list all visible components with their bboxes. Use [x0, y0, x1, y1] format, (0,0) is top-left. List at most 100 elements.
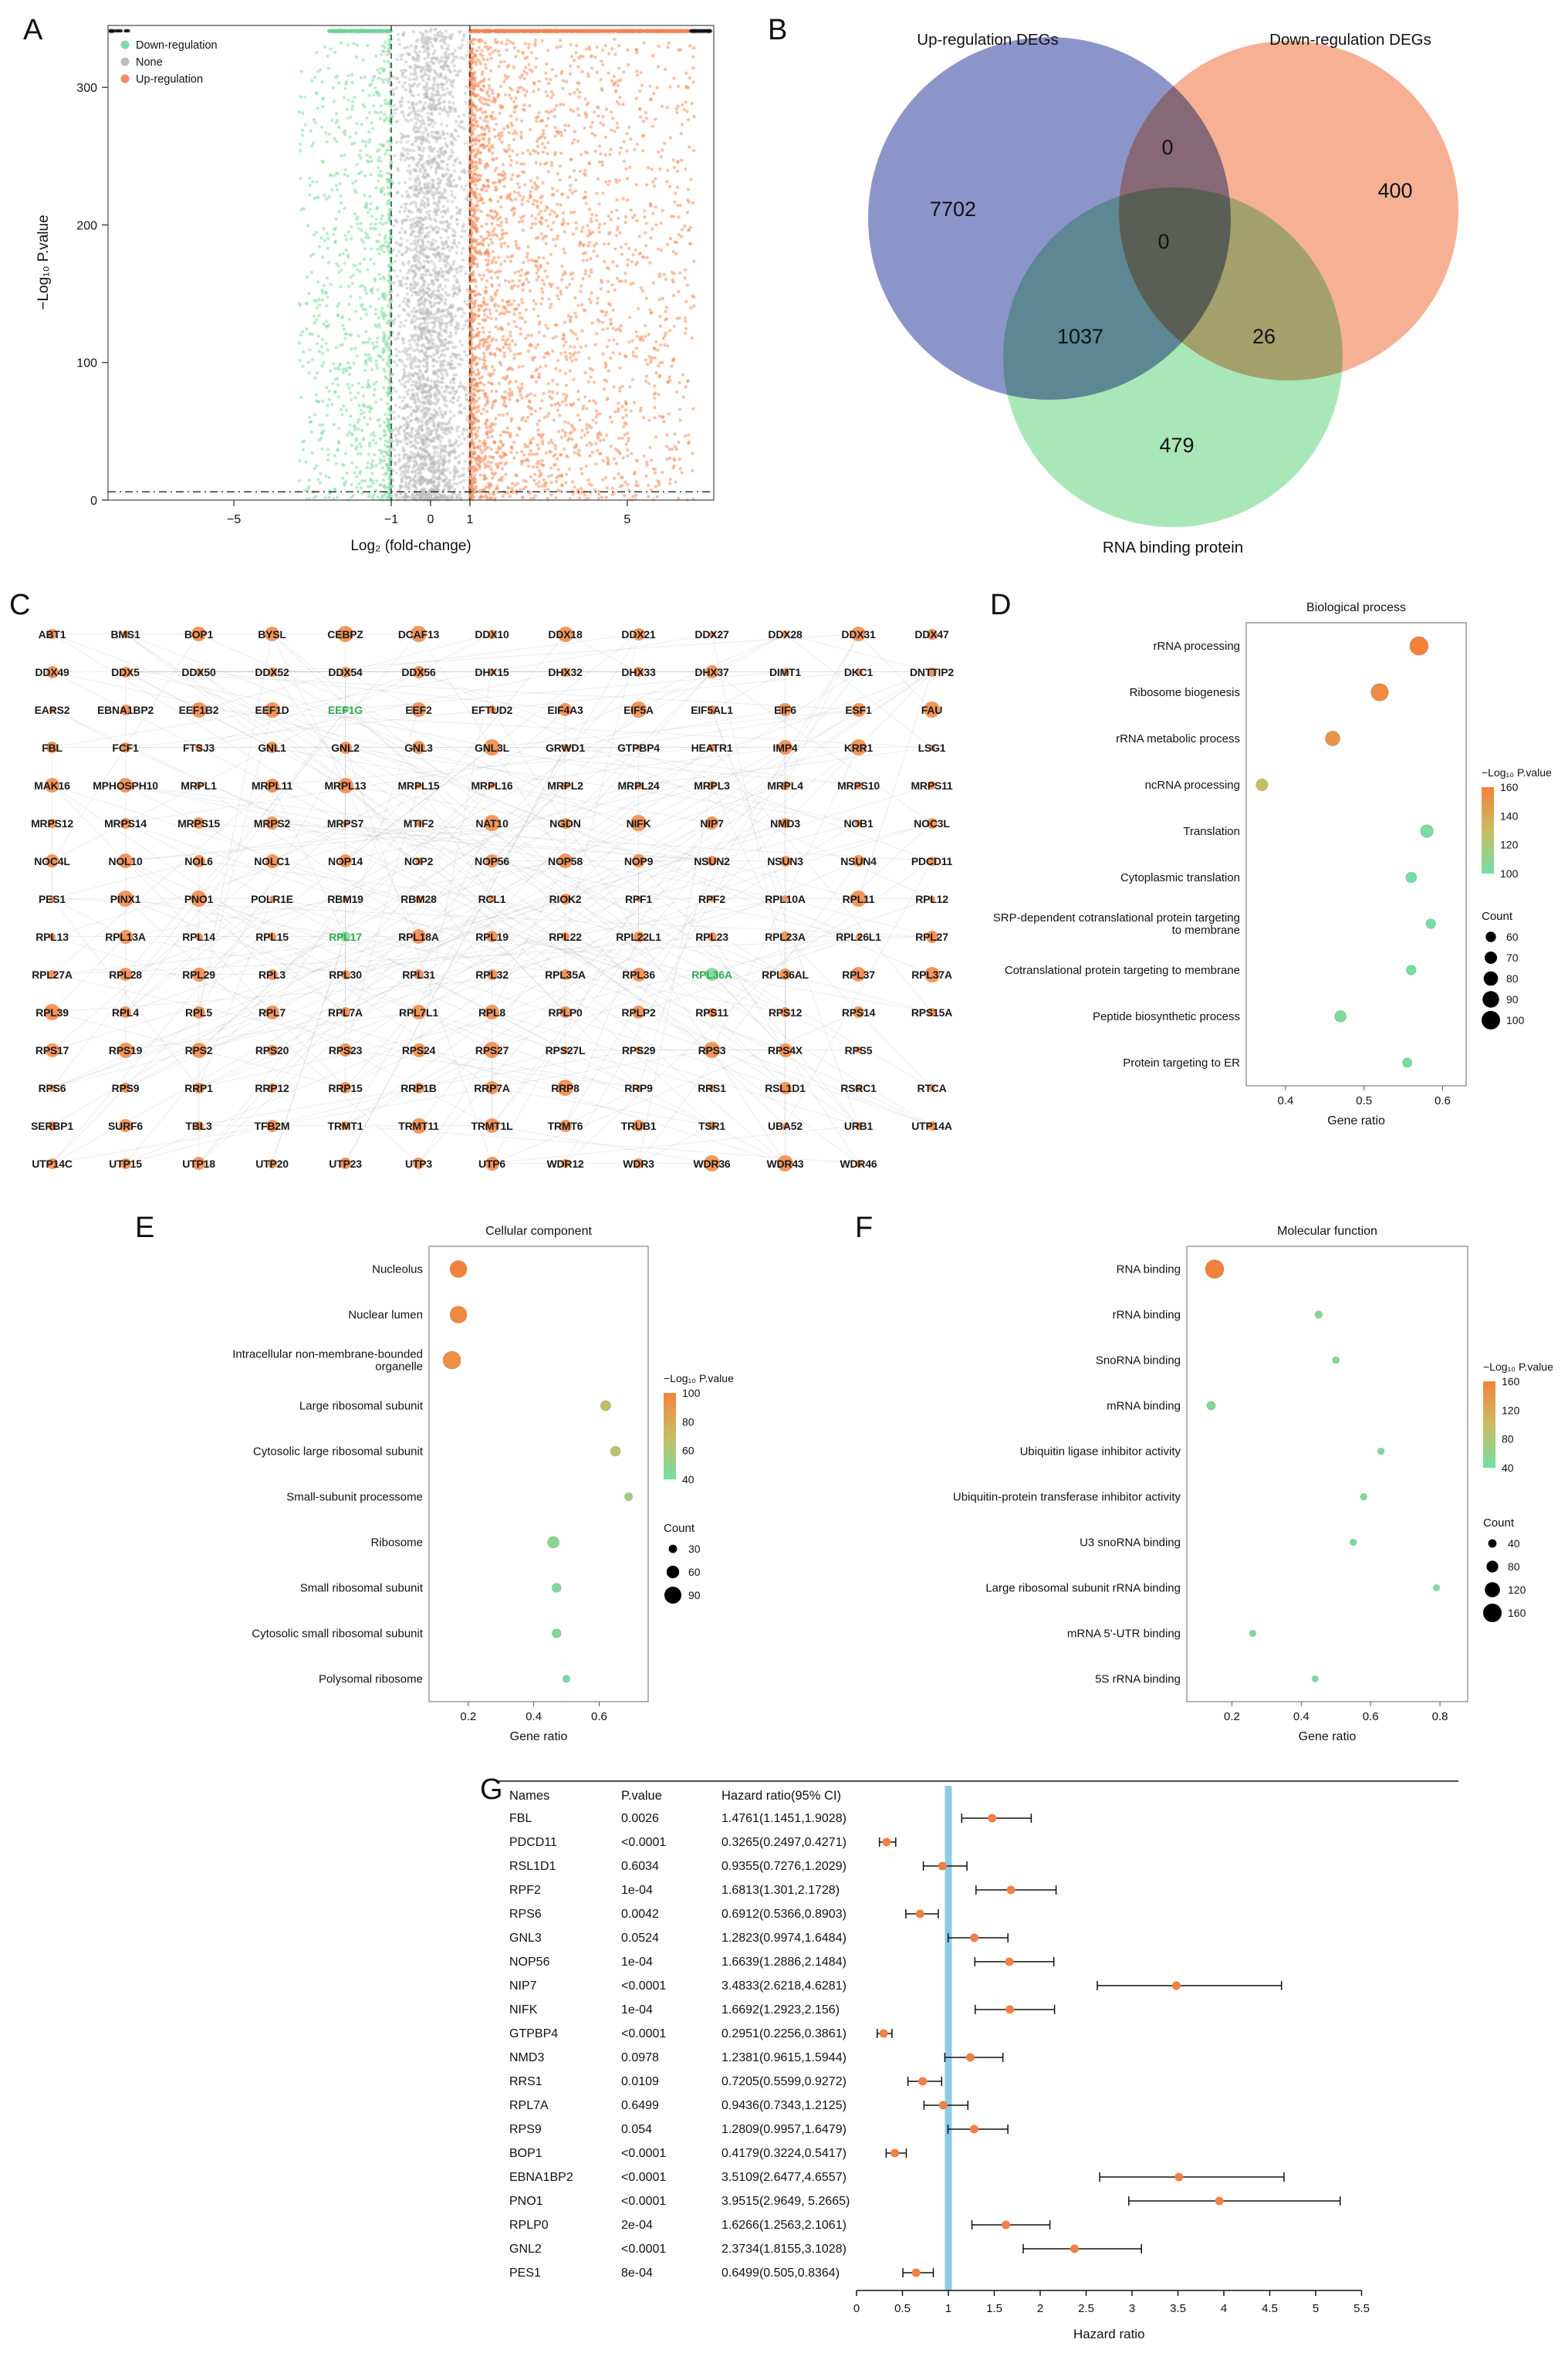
panel-c-gene-network: C ABT1 BMS1 BOP1 BYSL CEBPZ DCAF13 DDX10 DDX18 D…	[8, 580, 976, 1190]
gene-node: NIFK	[602, 804, 675, 842]
gene-name-label: MRPS12	[31, 816, 73, 830]
gene-node: RTCA	[895, 1069, 968, 1107]
gene-name-label: RPL31	[402, 968, 435, 981]
gene-name-label: RPL23A	[765, 930, 806, 943]
gene-node-circle	[266, 969, 278, 980]
network-edge	[125, 1012, 419, 1050]
hazard-ratio-dot	[1215, 2196, 1224, 2206]
network-edge	[711, 634, 786, 975]
forest-row-ci: 1.6692(1.2923,2.156)	[721, 2003, 840, 2016]
forest-row-ci: 3.9515(2.9649, 5.2665)	[721, 2195, 850, 2208]
gene-node: RPF1	[602, 880, 675, 918]
legend-count-label: 70	[1506, 952, 1519, 964]
network-edge	[52, 1050, 712, 1164]
gene-name-label: RPS20	[255, 1043, 289, 1056]
gene-name-label: RPL8	[478, 1006, 505, 1019]
network-edge	[492, 747, 786, 786]
gene-node-circle	[120, 742, 130, 752]
gene-node: DHX15	[455, 653, 529, 691]
network-edge	[125, 785, 346, 899]
gene-node: MAK16	[15, 766, 89, 804]
forest-row-name: NMD3	[509, 2051, 544, 2064]
gene-name-label: RPL37A	[911, 968, 952, 981]
gene-node: RPS27	[455, 1031, 529, 1069]
network-edge	[345, 709, 859, 1050]
enrichment-dot	[1349, 1538, 1357, 1547]
gene-node-circle	[559, 1006, 571, 1018]
gene-node-circle	[485, 1118, 499, 1133]
gene-node-circle	[704, 1155, 720, 1171]
network-edge	[198, 634, 786, 899]
network-edge	[52, 634, 712, 748]
gene-name-label: SERBP1	[31, 1119, 73, 1132]
category-label: Ribosome	[370, 1536, 423, 1550]
gene-name-label: EFTUD2	[471, 703, 513, 716]
network-edge	[52, 823, 419, 937]
hazard-ratio-dot	[1174, 2172, 1184, 2182]
network-edge	[711, 709, 859, 1126]
gene-name-label: DDX54	[328, 665, 363, 678]
legend-gradient-tick: 160	[1500, 781, 1519, 793]
gene-node-circle	[705, 665, 718, 678]
gene-name-label: UTP23	[329, 1157, 362, 1170]
panel-e-cellular-component-dotplot: E Cellular component 0.2 0.4 0.6 Gene ratio N…	[123, 1204, 779, 1763]
forest-row-pvalue: 0.0109	[621, 2075, 659, 2088]
gene-node-circle	[854, 668, 863, 676]
gene-node-circle	[485, 1005, 499, 1019]
legend-swatch	[120, 74, 130, 83]
category-label: Small ribosomal subunit	[300, 1582, 424, 1595]
category-label: Peptide biosynthetic process	[1093, 1010, 1240, 1023]
gene-node: MRPL4	[749, 766, 822, 804]
network-edge	[345, 747, 859, 1126]
gene-node: NAT10	[455, 804, 529, 842]
svg-tspan: Cytosolic small ribosomal subunit	[252, 1628, 424, 1641]
forest-row-ci: 1.6813(1.301,2.1728)	[721, 1884, 840, 1897]
network-edge	[125, 1050, 566, 1164]
network-edge	[125, 823, 346, 1012]
gene-name-label: MPHOSPH10	[93, 779, 158, 792]
gene-node-circle	[120, 704, 131, 715]
gene-node: RPL8	[455, 993, 529, 1031]
network-edge	[565, 634, 859, 1126]
gene-node-circle	[928, 781, 936, 789]
legend-gradient-title: −Log₁₀ P.value	[1482, 766, 1552, 779]
enrichment-dot	[1433, 1584, 1441, 1592]
forest-row-name: RPLP0	[509, 2219, 549, 2232]
gene-node-circle	[342, 820, 349, 827]
gene-node: ESF1	[822, 691, 895, 729]
gene-node-circle	[562, 1046, 569, 1053]
gene-node-circle	[120, 817, 131, 829]
gene-node: RBM28	[382, 880, 455, 918]
forest-row-ci: 3.4833(2.6218,4.6281)	[721, 1979, 847, 1993]
gene-node-circle	[559, 817, 571, 829]
svg-tspan: Intracellular non-membrane-bounded	[232, 1348, 423, 1361]
gene-name-label: NOP58	[548, 854, 583, 867]
enrichment-dot	[1406, 965, 1417, 975]
forest-row-ci: 0.2951(0.2256,0.3861)	[721, 2027, 847, 2040]
svg-tspan: mRNA 5'-UTR binding	[1067, 1628, 1181, 1641]
gene-node: TSR1	[675, 1107, 749, 1144]
panel-c-label: C	[9, 589, 31, 621]
hazard-ratio-dot	[1005, 1957, 1014, 1966]
network-edge	[785, 634, 932, 672]
svg-tspan: RNA binding	[1117, 1263, 1181, 1276]
legend-count-swatch	[1483, 1604, 1502, 1622]
gene-node-circle	[45, 1043, 59, 1057]
gene-node: MTIF2	[382, 804, 455, 842]
gene-name-label: RRP1B	[400, 1081, 437, 1094]
gene-node: SURF6	[89, 1107, 162, 1144]
gene-node-circle	[193, 817, 204, 829]
venn-unique-count: 479	[1159, 434, 1194, 457]
network-edge	[198, 634, 272, 1012]
legend-count-swatch	[668, 1544, 678, 1553]
network-edge	[565, 634, 639, 672]
gene-name-label: RBM28	[400, 892, 437, 905]
gene-node: RPS19	[89, 1031, 162, 1069]
gene-node-circle	[45, 778, 59, 793]
network-edge	[418, 823, 492, 975]
network-edge	[492, 898, 639, 1164]
gene-node: RPL37	[822, 955, 895, 993]
network-edge	[198, 785, 419, 899]
gene-node: RPS4X	[749, 1031, 822, 1069]
gene-node: UTP14A	[895, 1107, 968, 1144]
